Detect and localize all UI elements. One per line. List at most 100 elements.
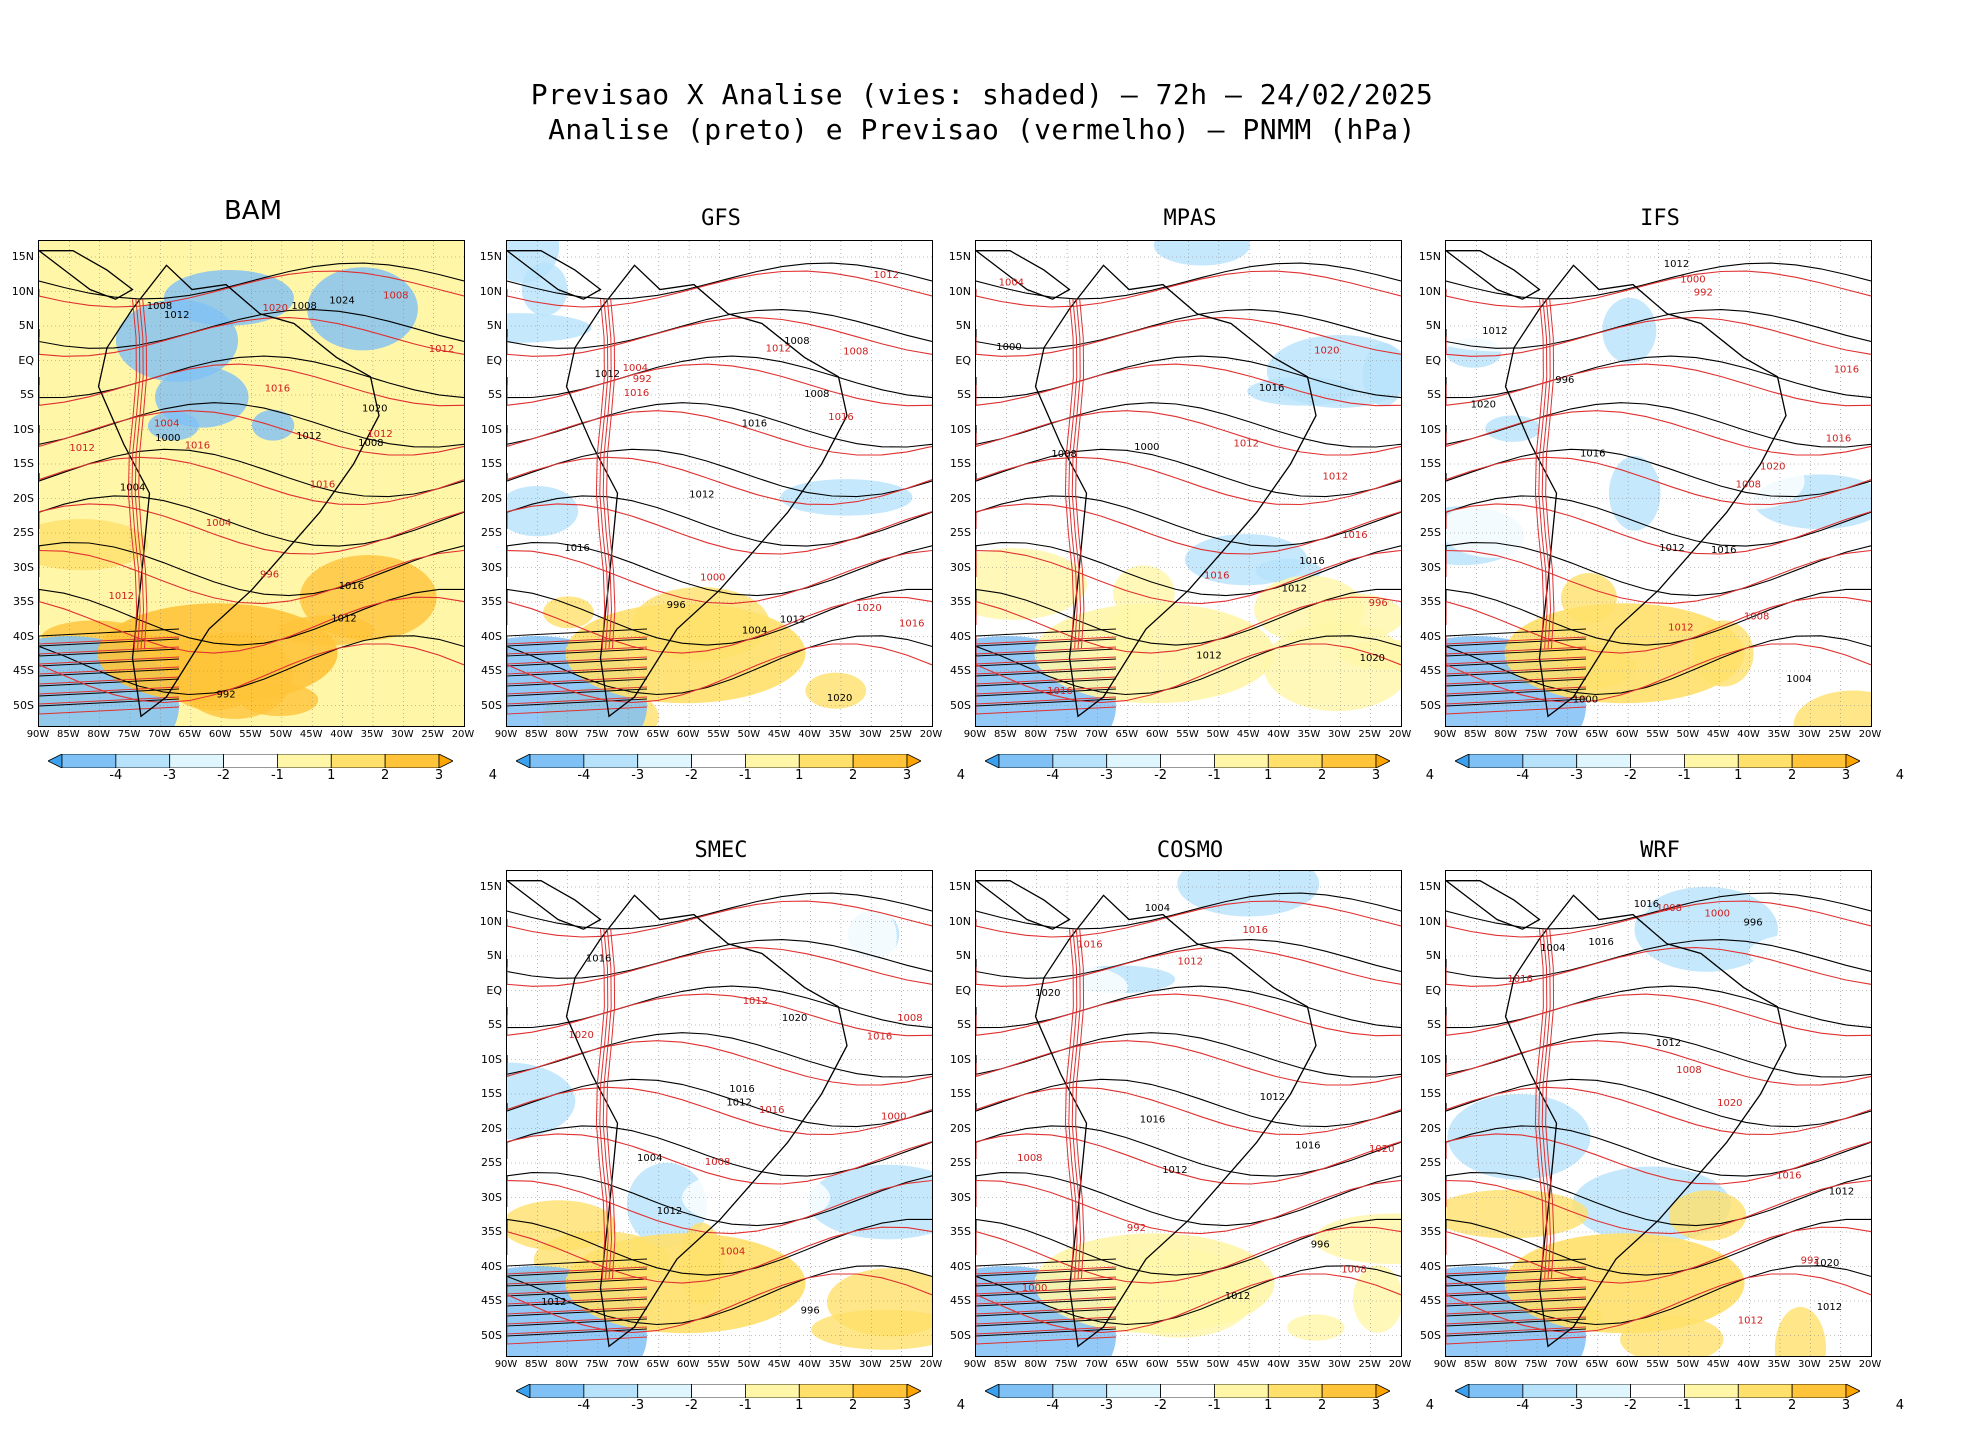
lat-label: 40S bbox=[1420, 629, 1441, 643]
forecast-isobar bbox=[1446, 410, 1871, 456]
lat-label: 25S bbox=[1420, 1156, 1441, 1169]
lat-label: 5N bbox=[955, 949, 971, 962]
lon-label: 25W bbox=[889, 1359, 912, 1370]
analysis-isobar bbox=[976, 638, 1117, 647]
lat-label: 10S bbox=[950, 422, 971, 436]
lat-label: 25S bbox=[950, 526, 971, 539]
contour-label: 1000 bbox=[881, 1111, 906, 1122]
colorbar-label: 3 bbox=[902, 768, 912, 783]
lon-label: 20W bbox=[1858, 729, 1882, 740]
contour-label: 1004 bbox=[120, 482, 145, 493]
forecast-isobar bbox=[39, 646, 180, 655]
bias-patch bbox=[682, 1168, 831, 1227]
lat-label: 30S bbox=[13, 560, 34, 574]
forecast-isobar bbox=[507, 1326, 648, 1335]
contour-label: 1004 bbox=[206, 518, 231, 529]
map-frame: 1016 1016 1012 1012 1012 1016 1016 1020 1020 1012… bbox=[975, 240, 1402, 727]
contour-label: 1000 bbox=[1022, 1283, 1047, 1294]
forecast-isobar bbox=[507, 900, 932, 938]
lon-label: 70W bbox=[1555, 729, 1578, 740]
forecast-isobar bbox=[507, 1266, 648, 1275]
colorbar-segment bbox=[1160, 1383, 1215, 1399]
contour-label: 1020 bbox=[263, 303, 288, 314]
bias-patch bbox=[1287, 1314, 1345, 1341]
lon-label: 65W bbox=[1115, 1359, 1139, 1370]
contour-label: 1020 bbox=[1360, 653, 1385, 664]
lon-label: 25W bbox=[1828, 729, 1851, 740]
colorbar-label: 3 bbox=[1371, 1398, 1381, 1413]
andes-contour bbox=[602, 929, 613, 1279]
lon-label: 45W bbox=[299, 729, 323, 740]
analysis-isobar bbox=[1446, 1032, 1871, 1078]
bias-patch bbox=[1301, 1007, 1401, 1042]
forecast-isobar bbox=[976, 1316, 1117, 1325]
bias-patch bbox=[1266, 335, 1401, 408]
bias-patch bbox=[525, 1135, 653, 1171]
contour-label: 1016 bbox=[624, 388, 649, 399]
forecast-isobar bbox=[1446, 456, 1871, 506]
colorbar-label: 2 bbox=[1788, 768, 1797, 783]
lon-label: 35W bbox=[828, 1359, 852, 1370]
lat-label: 35S bbox=[481, 1225, 502, 1238]
contour-label: 996 bbox=[1744, 918, 1763, 929]
lon-label: 25W bbox=[889, 729, 912, 740]
bias-patch bbox=[1668, 1190, 1747, 1241]
lat-label: 35S bbox=[1420, 595, 1441, 608]
colorbar-label: -4 bbox=[109, 768, 123, 783]
colorbar-label: -4 bbox=[1046, 1398, 1060, 1413]
coastline-south-america bbox=[1034, 894, 1317, 1348]
forecast-isobar bbox=[1446, 993, 1871, 1037]
colorbar-segment bbox=[1321, 753, 1377, 769]
contour-label: 996 bbox=[801, 1306, 820, 1317]
lon-label: 55W bbox=[1646, 729, 1669, 740]
lat-label: 10N bbox=[479, 914, 502, 928]
andes-contour bbox=[606, 299, 616, 649]
bias-patch bbox=[1184, 534, 1308, 586]
lat-label: 30S bbox=[481, 560, 502, 574]
lon-label: 50W bbox=[737, 1359, 761, 1370]
forecast-isobar bbox=[976, 1179, 1401, 1235]
lon-label: 75W bbox=[1524, 729, 1548, 740]
contour-label: 1000 bbox=[1134, 442, 1159, 453]
analysis-isobar bbox=[39, 309, 464, 349]
lon-label: 45W bbox=[1236, 1359, 1260, 1370]
colorbar-right-arrow bbox=[906, 1383, 922, 1399]
colorbar-segment bbox=[798, 753, 854, 769]
forecast-isobar bbox=[507, 636, 648, 645]
forecast-isobar bbox=[507, 596, 932, 654]
contour-label: 992 bbox=[1127, 1223, 1146, 1234]
colorbar-label: -2 bbox=[217, 768, 231, 783]
lon-label: 35W bbox=[1297, 729, 1321, 740]
lat-label: 35S bbox=[950, 595, 971, 608]
forecast-isobar bbox=[976, 1086, 1401, 1136]
forecast-isobar bbox=[1446, 666, 1587, 675]
bias-patch bbox=[1294, 947, 1373, 979]
lat-label: 30S bbox=[1420, 560, 1441, 574]
analysis-isobar bbox=[976, 1258, 1117, 1267]
contour-label: 1020 bbox=[1717, 1098, 1742, 1109]
contour-label: 996 bbox=[667, 600, 686, 611]
andes-contour bbox=[1541, 299, 1552, 649]
colorbar-label: -3 bbox=[163, 768, 177, 783]
colorbar-label: -1 bbox=[1207, 1398, 1221, 1413]
lat-label: 25S bbox=[13, 526, 34, 539]
lon-label: 60W bbox=[1615, 1359, 1639, 1370]
analysis-isobar bbox=[1446, 1308, 1587, 1317]
lat-label: 15S bbox=[950, 1087, 971, 1100]
analysis-isobar bbox=[507, 402, 932, 448]
lat-label: 20S bbox=[950, 491, 971, 505]
lon-label: 40W bbox=[1267, 729, 1290, 740]
lat-label: EQ bbox=[1425, 983, 1441, 997]
analysis-isobar bbox=[39, 402, 464, 448]
andes-contour bbox=[599, 299, 609, 649]
lon-label: 80W bbox=[555, 729, 579, 740]
lat-label: 15N bbox=[948, 880, 971, 893]
contour-label: 1016 bbox=[185, 440, 210, 451]
andes-contour bbox=[127, 299, 138, 649]
contour-label: 996 bbox=[1311, 1240, 1330, 1251]
contour-label: 1000 bbox=[1680, 275, 1705, 286]
contour-label: 1008 bbox=[1017, 1153, 1042, 1164]
analysis-isobar bbox=[507, 1308, 648, 1317]
contour-label: 1016 bbox=[1243, 925, 1268, 936]
lon-label: 80W bbox=[555, 1359, 579, 1370]
